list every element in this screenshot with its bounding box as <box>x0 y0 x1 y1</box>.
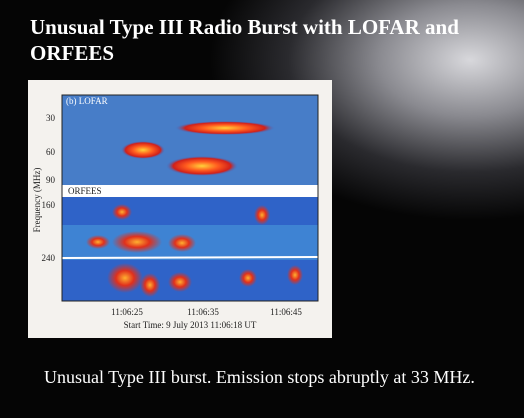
patch <box>239 269 257 287</box>
patch <box>168 234 196 252</box>
burst <box>166 156 238 176</box>
y-tick-label: 30 <box>46 113 56 123</box>
caption: Unusual Type III burst. Emission stops a… <box>44 366 506 388</box>
patch <box>254 205 270 225</box>
x-tick-label: 11:06:45 <box>270 307 302 317</box>
panel-label: (b) LOFAR <box>66 96 108 106</box>
burst <box>175 121 275 135</box>
figure: (b) LOFAR ORFEES 30 60 90 160 240 Freque… <box>0 0 524 418</box>
patch <box>112 204 132 220</box>
y-axis-label: Frequency (MHz) <box>32 168 42 233</box>
y-tick-label: 90 <box>46 175 56 185</box>
y-tick-label: 60 <box>46 147 56 157</box>
y-tick-label: 160 <box>42 200 56 210</box>
burst <box>121 141 165 159</box>
patch <box>107 263 143 293</box>
patch <box>287 265 303 285</box>
x-tick-label: 11:06:25 <box>111 307 143 317</box>
patch <box>140 273 160 297</box>
x-tick-label: 11:06:35 <box>187 307 219 317</box>
slide: Unusual Type III Radio Burst with LOFAR … <box>0 0 524 418</box>
x-axis-label: Start Time: 9 July 2013 11:06:18 UT <box>124 320 257 330</box>
panel-label: ORFEES <box>68 186 102 196</box>
patch <box>86 235 110 249</box>
y-tick-label: 240 <box>42 253 56 263</box>
patch <box>112 231 162 253</box>
patch <box>168 272 192 292</box>
band-edge <box>62 257 318 258</box>
